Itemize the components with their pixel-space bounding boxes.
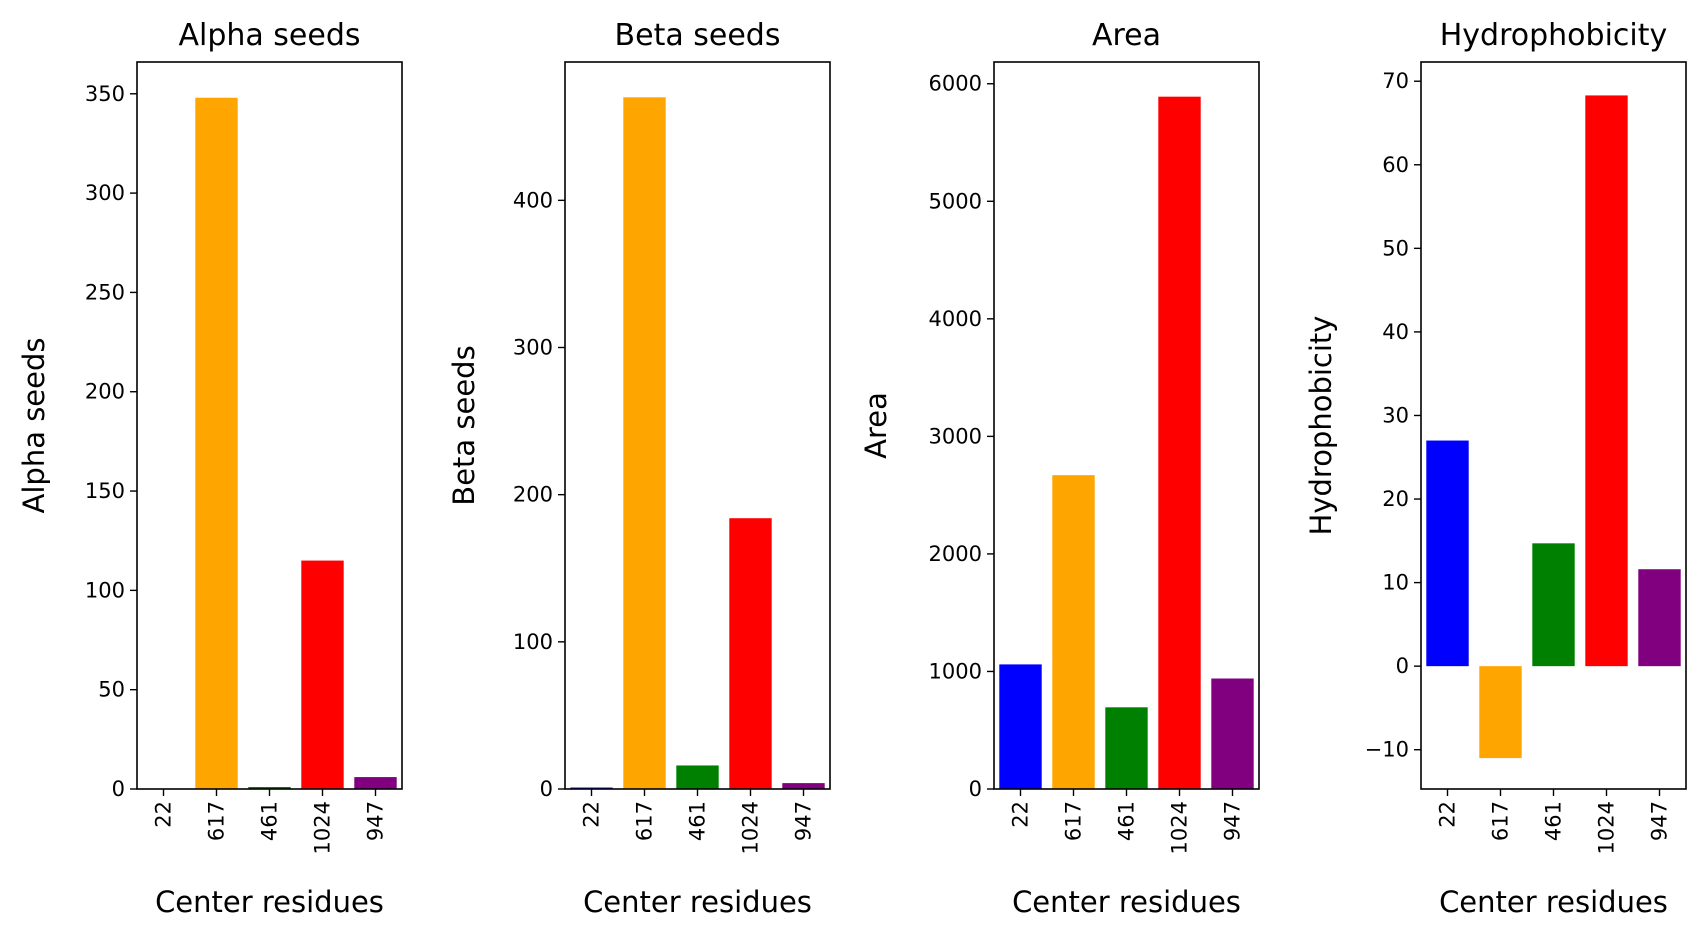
- y-axis-label: Hydrophobicity: [1304, 316, 1338, 536]
- bar: [623, 97, 666, 790]
- x-tick-label: 947: [1648, 801, 1672, 841]
- y-tick-label: 4000: [929, 307, 982, 331]
- bar: [1426, 440, 1469, 667]
- y-axis-label: Area: [859, 392, 893, 459]
- x-tick-label: 947: [364, 801, 388, 841]
- y-tick-label: 30: [1382, 403, 1409, 427]
- x-tick-label: 461: [686, 801, 710, 841]
- x-tick-label: 1024: [1595, 801, 1619, 854]
- y-tick-label: 0: [540, 777, 553, 801]
- x-axis-label: Center residues: [583, 885, 812, 919]
- y-tick-label: 0: [112, 777, 125, 801]
- y-tick-label: 150: [85, 479, 125, 503]
- bar: [1052, 475, 1095, 789]
- chart-panel: 0 100 200 300 400 22 617 461 1024 947 Beta seeds Ce…: [447, 18, 831, 919]
- y-tick-label: 40: [1382, 320, 1409, 344]
- y-tick-label: 6000: [929, 72, 982, 96]
- axes-frame: [564, 61, 831, 790]
- bar: [782, 783, 825, 789]
- y-tick-label: 50: [98, 678, 125, 702]
- y-axis-label: Alpha seeds: [17, 338, 51, 514]
- x-tick-label: 22: [152, 801, 176, 828]
- x-tick-label: 617: [1062, 801, 1086, 841]
- x-tick-label: 22: [580, 801, 604, 828]
- bar: [676, 765, 719, 789]
- y-tick-label: 5000: [929, 189, 982, 213]
- y-tick-label: 20: [1382, 487, 1409, 511]
- x-axis-label: Center residues: [155, 885, 384, 919]
- y-tick-label: 300: [513, 336, 553, 360]
- y-tick-label: 250: [85, 280, 125, 304]
- y-tick-label: 200: [85, 380, 125, 404]
- bar: [1211, 678, 1254, 789]
- bar: [301, 560, 344, 789]
- bar: [354, 777, 397, 789]
- chart-panel: 0 1000 2000 3000 4000 5000 6000 22 617 461 1024 947…: [859, 18, 1260, 919]
- y-tick-label: −10: [1365, 738, 1409, 762]
- bar: [729, 518, 772, 789]
- y-tick-label: 0: [1396, 654, 1409, 678]
- chart-title: Alpha seeds: [178, 18, 360, 53]
- x-tick-label: 947: [1221, 801, 1245, 841]
- bar: [1158, 96, 1201, 789]
- x-tick-label: 461: [258, 801, 282, 841]
- bar: [999, 664, 1042, 789]
- y-tick-label: 100: [513, 630, 553, 654]
- x-axis-label: Center residues: [1012, 885, 1241, 919]
- x-tick-label: 1024: [739, 801, 763, 854]
- y-tick-label: 400: [513, 188, 553, 212]
- y-tick-label: 1000: [929, 659, 982, 683]
- x-tick-label: 22: [1009, 801, 1033, 828]
- x-tick-label: 461: [1542, 801, 1566, 841]
- x-axis-label: Center residues: [1439, 885, 1668, 919]
- y-tick-label: 200: [513, 483, 553, 507]
- x-tick-label: 617: [1489, 801, 1513, 841]
- y-axis-label: Beta seeds: [447, 345, 481, 505]
- y-tick-label: 3000: [929, 424, 982, 448]
- chart-title: Beta seeds: [615, 18, 781, 53]
- y-tick-label: 2000: [929, 542, 982, 566]
- y-tick-label: 10: [1382, 571, 1409, 595]
- x-tick-label: 947: [792, 801, 816, 841]
- x-tick-label: 617: [633, 801, 657, 841]
- y-tick-label: 60: [1382, 153, 1409, 177]
- chart-title: Hydrophobicity: [1440, 18, 1668, 53]
- bar: [248, 787, 291, 789]
- bar: [195, 97, 238, 790]
- y-tick-label: 70: [1382, 69, 1409, 93]
- bar: [1532, 543, 1575, 667]
- y-tick-label: 50: [1382, 236, 1409, 260]
- bar: [1638, 569, 1681, 667]
- y-tick-label: 100: [85, 578, 125, 602]
- y-tick-label: 0: [969, 777, 982, 801]
- axes-frame: [136, 61, 403, 790]
- chart-panel: 0 50 100 150 200 250 300 350 22 617 461 1024 947 Alph…: [17, 18, 403, 919]
- x-tick-label: 1024: [1168, 801, 1192, 854]
- x-tick-label: 617: [205, 801, 229, 841]
- x-tick-label: 461: [1115, 801, 1139, 841]
- y-tick-label: 300: [85, 181, 125, 205]
- axes-frame: [1420, 61, 1687, 790]
- x-tick-label: 22: [1436, 801, 1460, 828]
- x-tick-label: 1024: [311, 801, 335, 854]
- chart-panel: −10 0 10 20 30 40 50 60 70 22 617 461 1024 947 Hydroph…: [1304, 18, 1687, 919]
- bar: [1585, 95, 1628, 667]
- chart-title: Area: [1092, 18, 1161, 53]
- bar: [1105, 707, 1148, 789]
- y-tick-label: 350: [85, 82, 125, 106]
- bar: [1479, 666, 1522, 759]
